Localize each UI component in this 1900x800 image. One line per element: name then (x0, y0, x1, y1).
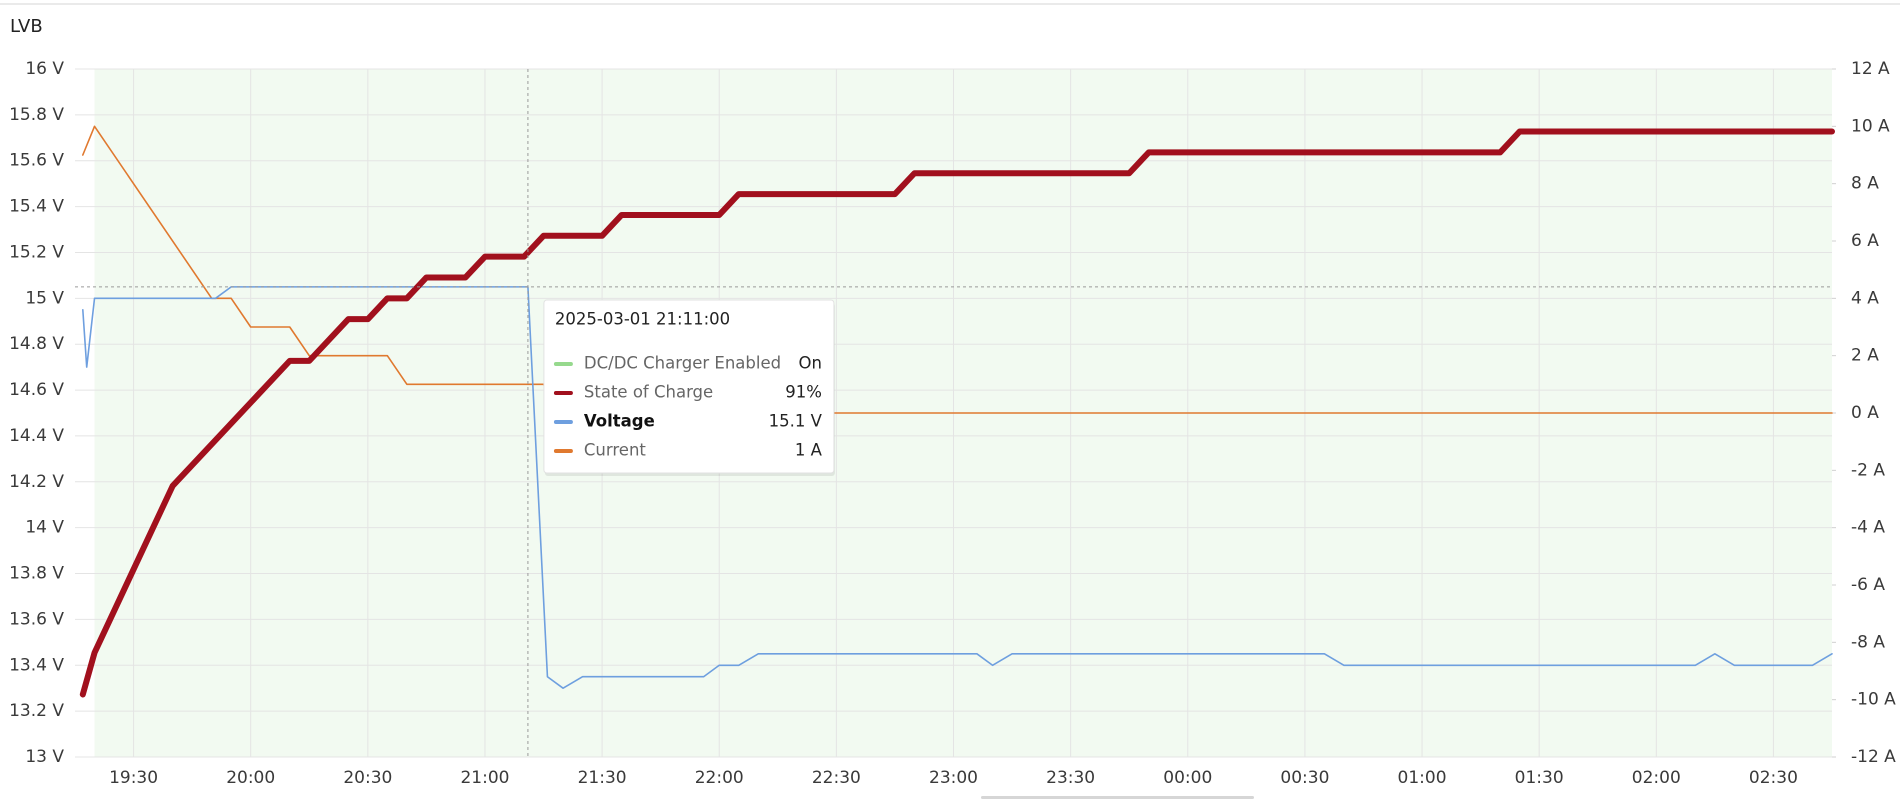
x-tick-label: 20:30 (343, 768, 392, 788)
tooltip-series-name: State of Charge (584, 383, 713, 402)
x-tick-label: 22:00 (695, 768, 744, 788)
y2-tick-label: 4 A (1851, 288, 1879, 308)
y2-tick-label: 12 A (1851, 59, 1890, 79)
series-line (82, 286, 1833, 689)
x-tick-label: 21:00 (460, 768, 509, 788)
y2-tick-label: -4 A (1851, 518, 1885, 538)
tooltip-time: 2025-03-01 21:11:00 (555, 310, 730, 329)
x-tick-label: 00:30 (1280, 768, 1329, 788)
y2-tick-label: 0 A (1851, 403, 1879, 423)
tooltip: 2025-03-01 21:11:00 DC/DC Charger Enabled… (543, 299, 835, 476)
tooltip-value: On (798, 354, 821, 373)
x-tick-label: 21:30 (578, 768, 627, 788)
y-tick-label: 13.6 V (9, 609, 64, 629)
y2-tick-label: 2 A (1851, 346, 1879, 366)
y2-tick-label: 8 A (1851, 174, 1879, 194)
x-tick-label: 19:30 (109, 768, 158, 788)
y2-tick-label: -10 A (1851, 690, 1896, 710)
x-tick-label: 01:00 (1398, 768, 1447, 788)
x-tick-label: 23:30 (1046, 768, 1095, 788)
y2-tick-label: 10 A (1851, 116, 1890, 136)
y-tick-label: 14 V (25, 518, 64, 538)
tooltip-value: 91% (785, 383, 822, 402)
y-tick-label: 13.2 V (9, 701, 64, 721)
y-tick-label: 15.4 V (9, 197, 64, 217)
x-tick-label: 01:30 (1515, 768, 1564, 788)
tooltip-box (543, 299, 835, 474)
x-tick-label: 00:00 (1163, 768, 1212, 788)
y-tick-label: 14.4 V (9, 426, 64, 446)
scrollbar (981, 796, 1254, 799)
y2-tick-label: -12 A (1851, 747, 1896, 767)
chart-title: LVB (10, 16, 43, 37)
y-tick-label: 13.4 V (9, 655, 64, 675)
tooltip-series-name: Current (584, 441, 647, 460)
y-tick-label: 15.6 V (9, 151, 64, 171)
tooltip-value: 1 A (795, 441, 823, 460)
y2-tick-label: 6 A (1851, 231, 1879, 251)
x-tick-label: 22:30 (812, 768, 861, 788)
tooltip-series-name: Voltage (584, 412, 655, 431)
x-tick-label: 02:00 (1632, 768, 1681, 788)
y-tick-label: 16 V (25, 59, 64, 79)
y2-tick-label: -6 A (1851, 575, 1885, 595)
x-tick-label: 02:30 (1749, 768, 1798, 788)
x-tick-label: 20:00 (226, 768, 275, 788)
tooltip-value: 15.1 V (769, 412, 823, 431)
y2-tick-label: -2 A (1851, 460, 1885, 480)
x-tick-label: 23:00 (929, 768, 978, 788)
y-tick-label: 13 V (25, 747, 64, 767)
y2-tick-label: -8 A (1851, 632, 1885, 652)
series-line (79, 128, 1835, 698)
y-tick-label: 15.8 V (9, 105, 64, 125)
y-tick-label: 14.6 V (9, 380, 64, 400)
y-tick-label: 14.2 V (9, 472, 64, 492)
y-tick-label: 15.2 V (9, 242, 64, 262)
y-tick-label: 15 V (25, 288, 64, 308)
y-tick-label: 14.8 V (9, 334, 64, 354)
tooltip-series-name: DC/DC Charger Enabled (584, 354, 781, 373)
y-tick-label: 13.8 V (9, 564, 64, 584)
